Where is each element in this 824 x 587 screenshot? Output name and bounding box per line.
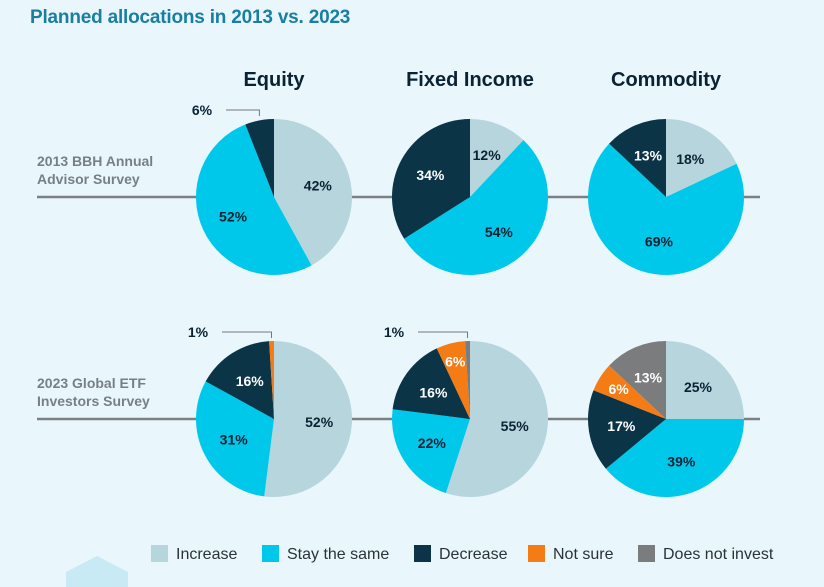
legend-label-decrease: Decrease [439, 546, 508, 563]
row-label: 2023 Global ETF [37, 375, 146, 391]
pie-slice-decrease [205, 341, 274, 419]
slice-label-stay-the-same: 52% [219, 208, 248, 224]
legend-label-not-sure: Not sure [553, 546, 614, 563]
pie-slice-increase [445, 341, 549, 497]
slice-label-stay-the-same: 31% [220, 432, 249, 448]
pie-slice-increase [666, 119, 737, 197]
slice-label-stay-the-same: 69% [645, 234, 674, 250]
slice-label-does-not-invest: 1% [384, 324, 405, 340]
row-label: Investors Survey [37, 393, 150, 409]
slice-label-increase: 42% [304, 178, 333, 194]
legend-swatch-increase [151, 545, 168, 562]
legend-swatch-stay-the-same [262, 545, 279, 562]
pie-slice-decrease [609, 119, 666, 197]
pie-slice-decrease [245, 119, 274, 197]
slice-label-increase: 25% [684, 379, 713, 395]
pie-slice-stay-the-same [196, 381, 274, 497]
slice-label-increase: 12% [473, 147, 502, 163]
slice-label-not-sure: 6% [445, 354, 466, 370]
pie-slice-does-not-invest [609, 341, 666, 419]
pie-slice-not-sure [436, 341, 470, 419]
pie-slice-not-sure [593, 365, 666, 419]
slice-label-decrease: 16% [419, 384, 448, 400]
slice-label-not-sure: 6% [608, 381, 629, 397]
pie-slice-decrease [588, 390, 666, 469]
label-leader-line [222, 331, 272, 338]
pie-slice-decrease [392, 119, 470, 239]
decorative-hexagon [66, 556, 128, 587]
legend-label-increase: Increase [176, 546, 237, 563]
legend: Increase Stay the same Decrease Not sure Doe… [151, 545, 774, 563]
column-title-commodity: Commodity [611, 69, 722, 91]
pie-slice-stay-the-same [605, 419, 744, 498]
slice-label-not-sure: 1% [188, 324, 209, 340]
pie-slice-stay-the-same [588, 143, 745, 276]
pie-equity-row-2: 52% 31% 16% 1% [188, 324, 353, 497]
pie-slice-does-not-invest [465, 341, 470, 419]
pie-fixed-income-row-2: 55% 22% 16% 6% 1% [384, 324, 549, 497]
pie-slice-decrease [392, 348, 470, 419]
row-label: 2013 BBH Annual [37, 153, 153, 169]
pie-slice-stay-the-same [404, 140, 549, 276]
slice-label-decrease: 34% [416, 167, 445, 183]
label-leader-line [418, 331, 468, 338]
slice-label-increase: 55% [501, 418, 530, 434]
slice-label-increase: 18% [676, 151, 705, 167]
column-title-equity: Equity [243, 69, 305, 91]
column-title-fixed-income: Fixed Income [406, 69, 534, 91]
pie-commodity-row-1: 18% 69% 13% [588, 119, 745, 276]
legend-swatch-not-sure [528, 545, 545, 562]
slice-label-decrease: 16% [236, 373, 265, 389]
pie-slice-increase [274, 119, 352, 266]
pie-slice-stay-the-same [195, 124, 312, 276]
slice-label-does-not-invest: 13% [634, 369, 663, 385]
slice-label-decrease: 17% [607, 418, 636, 434]
page-title: Planned allocations in 2013 vs. 2023 [30, 7, 351, 28]
pie-commodity-row-2: 25% 39% 17% 6% 13% [588, 341, 744, 498]
slice-label-stay-the-same: 39% [667, 454, 696, 470]
legend-swatch-does-not-invest [638, 545, 655, 562]
legend-label-stay-the-same: Stay the same [287, 546, 389, 563]
legend-label-does-not-invest: Does not invest [663, 546, 774, 563]
pie-equity-row-1: 42% 52% 6% [192, 102, 352, 276]
pie-slice-increase [666, 341, 744, 419]
pie-slice-stay-the-same [392, 409, 470, 494]
slice-label-decrease: 13% [634, 147, 663, 163]
pie-slice-increase [264, 340, 353, 497]
legend-swatch-decrease [414, 545, 431, 562]
pie-slice-increase [470, 119, 524, 197]
pie-fixed-income-row-1: 12% 54% 34% [392, 119, 549, 276]
slice-label-stay-the-same: 22% [418, 435, 447, 451]
label-leader-line [226, 109, 260, 116]
pie-slice-not-sure [269, 341, 274, 419]
slice-label-increase: 52% [305, 414, 334, 430]
slice-label-stay-the-same: 54% [485, 224, 514, 240]
row-label: Advisor Survey [37, 171, 140, 187]
slice-label-decrease: 6% [192, 102, 213, 118]
